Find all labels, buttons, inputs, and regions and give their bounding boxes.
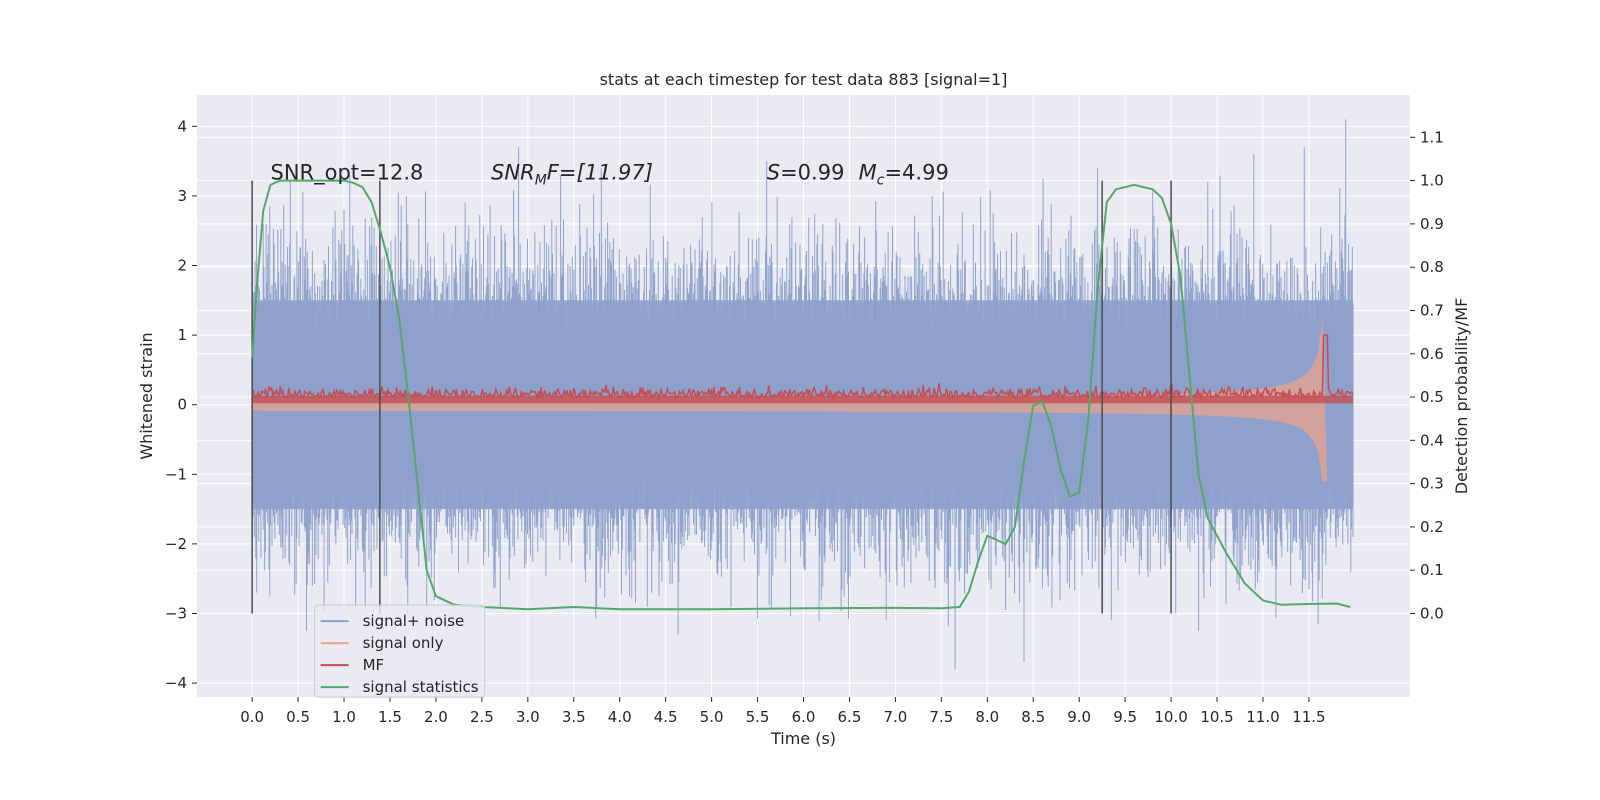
x-tick-label: 8.5 bbox=[1021, 708, 1045, 726]
x-tick-label: 7.0 bbox=[883, 708, 907, 726]
x-tick-label: 8.0 bbox=[975, 708, 999, 726]
axis-ticks: 0.0 0.5 1.0 1.5 2.0 2.5 3.0 3.5 4.0 4.5 5.0 5.5 6.0 6… bbox=[165, 117, 1444, 726]
x-tick-label: 5.0 bbox=[700, 708, 724, 726]
x-tick-label: 2.0 bbox=[424, 708, 448, 726]
mf-band bbox=[252, 395, 1354, 404]
y-right-tick-label: 0.9 bbox=[1420, 215, 1444, 233]
x-tick-label: 5.5 bbox=[746, 708, 770, 726]
x-tick-label: 10.5 bbox=[1200, 708, 1233, 726]
y-right-tick-label: 0.3 bbox=[1420, 475, 1444, 493]
x-tick-label: 1.5 bbox=[378, 708, 402, 726]
x-tick-label: 0.0 bbox=[240, 708, 264, 726]
y-right-tick-label: 0.0 bbox=[1420, 604, 1444, 622]
x-tick-label: 7.5 bbox=[929, 708, 953, 726]
y-right-tick-label: 1.1 bbox=[1420, 128, 1444, 146]
y-right-tick-label: 1.0 bbox=[1420, 172, 1444, 190]
x-tick-label: 4.5 bbox=[654, 708, 678, 726]
x-tick-label: 6.0 bbox=[792, 708, 816, 726]
legend-label-signal-noise: signal+ noise bbox=[363, 612, 465, 630]
legend-box bbox=[314, 604, 486, 698]
legend-label-mf: MF bbox=[363, 656, 385, 674]
y-tick-label: 4 bbox=[177, 117, 187, 135]
annotation-s-value: =0.99 bbox=[780, 161, 844, 185]
x-tick-label: 9.0 bbox=[1067, 708, 1091, 726]
chart-title: stats at each timestep for test data 883… bbox=[600, 70, 1008, 89]
signal-statistics-series bbox=[251, 179, 1351, 611]
mf-trace bbox=[251, 334, 1354, 401]
annotation-snr-opt: SNR_opt=12.8 bbox=[271, 161, 424, 186]
annotation-snr-mf-main: SNR bbox=[491, 161, 535, 185]
x-tick-label: 1.0 bbox=[332, 708, 356, 726]
y-right-tick-label: 0.2 bbox=[1420, 518, 1444, 536]
y-right-tick-label: 0.8 bbox=[1420, 258, 1444, 276]
annotation-snr-mf: SNRMF=[11.97] bbox=[491, 161, 653, 189]
x-tick-label: 0.5 bbox=[286, 708, 310, 726]
x-tick-label: 6.5 bbox=[838, 708, 862, 726]
annotation-s: S=0.99 bbox=[767, 161, 845, 185]
y-axis-right-label: Detection probability/MF bbox=[1452, 298, 1471, 495]
x-tick-label: 9.5 bbox=[1113, 708, 1137, 726]
y-tick-label: 1 bbox=[177, 326, 187, 344]
y-tick-label: −3 bbox=[165, 604, 187, 622]
x-tick-label: 3.5 bbox=[562, 708, 586, 726]
y-right-tick-label: 0.6 bbox=[1420, 345, 1444, 363]
annotation-mc-label: M bbox=[859, 161, 877, 185]
x-axis-label: Time (s) bbox=[770, 729, 836, 748]
x-tick-label: 2.5 bbox=[470, 708, 494, 726]
legend-label-signal-only: signal only bbox=[363, 634, 444, 652]
y-tick-label: 2 bbox=[177, 257, 187, 275]
annotation-mc: Mc=4.99 bbox=[859, 161, 949, 189]
y-right-tick-label: 0.1 bbox=[1420, 561, 1444, 579]
signal-statistics-line bbox=[251, 179, 1351, 611]
y-axis-label: Whitened strain bbox=[137, 332, 156, 459]
x-tick-label: 11.5 bbox=[1292, 708, 1325, 726]
legend-label-signal-statistics: signal statistics bbox=[363, 678, 479, 696]
y-right-tick-label: 0.4 bbox=[1420, 431, 1444, 449]
annotation-snr-mf-subscript: M bbox=[535, 173, 547, 189]
y-right-tick-label: 0.5 bbox=[1420, 388, 1444, 406]
y-tick-label: 0 bbox=[177, 396, 187, 414]
annotation-mc-subscript: c bbox=[877, 173, 885, 189]
x-tick-label: 10.0 bbox=[1154, 708, 1187, 726]
annotation-snr-mf-value: F=[11.97] bbox=[547, 161, 653, 185]
y-right-tick-label: 0.7 bbox=[1420, 301, 1444, 319]
y-tick-label: −2 bbox=[165, 535, 187, 553]
x-tick-label: 4.0 bbox=[608, 708, 632, 726]
y-tick-label: −4 bbox=[165, 674, 187, 692]
annotation-mc-value: =4.99 bbox=[884, 161, 948, 185]
y-tick-label: 3 bbox=[177, 187, 187, 205]
legend: signal+ noise signal only MF signal stat… bbox=[314, 604, 486, 698]
mf-series bbox=[251, 334, 1354, 404]
y-tick-label: −1 bbox=[165, 465, 187, 483]
annotation-s-label: S bbox=[767, 161, 780, 185]
x-tick-label: 11.0 bbox=[1246, 708, 1279, 726]
plot-content bbox=[251, 119, 1354, 670]
x-tick-label: 3.0 bbox=[516, 708, 540, 726]
